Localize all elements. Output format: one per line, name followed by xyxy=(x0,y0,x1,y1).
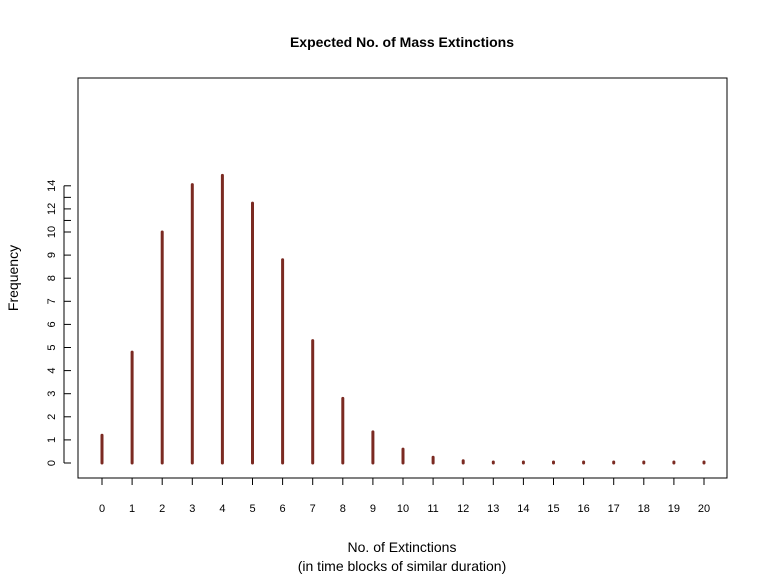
x-tick-label: 2 xyxy=(159,503,165,515)
y-tick-label: 10 xyxy=(46,226,58,238)
x-tick-label: 9 xyxy=(370,503,376,515)
x-tick-label: 14 xyxy=(517,503,529,515)
y-tick-label: 8 xyxy=(46,275,58,281)
x-axis: 0 1 2 3 4 5 6 7 8 9 10 11 12 13 14 15 16 17 18 19 20 xyxy=(99,477,710,515)
x-tick-label: 20 xyxy=(698,503,710,515)
x-tick-label: 18 xyxy=(638,503,650,515)
y-tick-label: 7 xyxy=(46,298,58,304)
y-axis-title: Frequency xyxy=(5,245,21,311)
x-tick-label: 5 xyxy=(249,503,255,515)
y-tick-label: 4 xyxy=(46,368,58,374)
y-tick-label: 12 xyxy=(46,203,58,215)
x-tick-label: 4 xyxy=(219,503,225,515)
x-tick-label: 15 xyxy=(547,503,559,515)
x-tick-label: 16 xyxy=(577,503,589,515)
x-tick-label: 3 xyxy=(189,503,195,515)
y-tick-label: 1 xyxy=(46,437,58,443)
y-tick-label: 14 xyxy=(46,180,58,192)
x-tick-label: 17 xyxy=(608,503,620,515)
x-tick-label: 7 xyxy=(310,503,316,515)
x-tick-label: 13 xyxy=(487,503,499,515)
y-tick-label: 2 xyxy=(46,414,58,420)
y-tick-label: 5 xyxy=(46,344,58,350)
x-tick-label: 6 xyxy=(280,503,286,515)
plot-frame xyxy=(77,77,728,479)
x-tick-label: 1 xyxy=(129,503,135,515)
x-tick-label: 0 xyxy=(99,503,105,515)
x-tick-label: 8 xyxy=(340,503,346,515)
x-tick-label: 12 xyxy=(457,503,469,515)
y-tick-label: 0 xyxy=(46,460,58,466)
x-axis-title: No. of Extinctions xyxy=(348,539,457,555)
y-tick-label: 9 xyxy=(46,252,58,258)
x-tick-label: 11 xyxy=(427,503,438,515)
bars-group xyxy=(100,173,706,465)
x-tick-label: 19 xyxy=(668,503,680,515)
y-tick-label: 3 xyxy=(46,391,58,397)
x-tick-label: 10 xyxy=(397,503,409,515)
x-axis-subtitle: (in time blocks of similar duration) xyxy=(298,558,507,574)
y-tick-label: 6 xyxy=(46,321,58,327)
chart-title: Expected No. of Mass Extinctions xyxy=(290,34,514,50)
